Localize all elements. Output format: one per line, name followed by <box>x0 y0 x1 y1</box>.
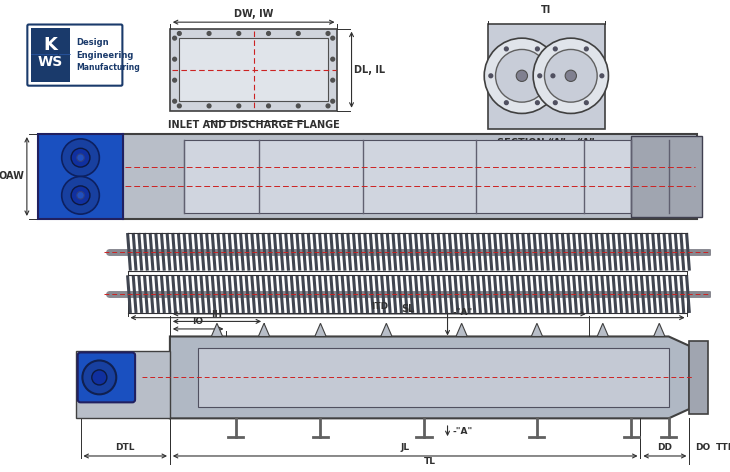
Polygon shape <box>597 323 608 337</box>
Text: TL: TL <box>423 457 436 466</box>
Text: Engineering: Engineering <box>76 51 133 59</box>
Text: DW, IW: DW, IW <box>234 9 273 19</box>
Circle shape <box>504 47 508 51</box>
Circle shape <box>489 74 493 78</box>
Circle shape <box>77 192 84 199</box>
Polygon shape <box>211 323 223 337</box>
Circle shape <box>326 32 330 35</box>
Circle shape <box>296 104 300 108</box>
Text: -"A": -"A" <box>452 427 472 436</box>
Text: INLET AND DISCHARGE FLANGE: INLET AND DISCHARGE FLANGE <box>168 120 339 130</box>
Circle shape <box>553 101 557 105</box>
Bar <box>631 136 702 217</box>
Circle shape <box>266 32 270 35</box>
Text: SECTION “A” - “A”: SECTION “A” - “A” <box>497 138 596 148</box>
Circle shape <box>553 47 557 51</box>
Circle shape <box>62 177 99 214</box>
Circle shape <box>237 104 241 108</box>
Bar <box>198 348 669 407</box>
Circle shape <box>484 38 559 113</box>
Circle shape <box>565 70 577 82</box>
Text: DO: DO <box>695 443 710 452</box>
Circle shape <box>504 101 508 105</box>
Circle shape <box>177 104 181 108</box>
Text: OAW: OAW <box>0 171 24 182</box>
Circle shape <box>173 57 177 61</box>
Text: TI: TI <box>541 5 551 15</box>
Text: DTL: DTL <box>115 443 135 452</box>
Circle shape <box>536 101 539 105</box>
Text: -"A": -"A" <box>452 307 472 317</box>
Bar <box>184 140 631 213</box>
Bar <box>123 134 697 219</box>
Circle shape <box>71 148 90 167</box>
Text: IH: IH <box>212 310 223 319</box>
Polygon shape <box>456 323 467 337</box>
Circle shape <box>585 47 588 51</box>
Circle shape <box>177 32 181 35</box>
FancyBboxPatch shape <box>27 25 123 86</box>
Circle shape <box>600 74 604 78</box>
Circle shape <box>92 370 107 385</box>
Text: DL, IL: DL, IL <box>354 65 385 75</box>
Polygon shape <box>531 323 542 337</box>
Circle shape <box>545 50 597 102</box>
Text: ITD: ITD <box>371 302 388 311</box>
Bar <box>180 38 328 101</box>
Polygon shape <box>76 351 170 418</box>
Text: TTL: TTL <box>716 443 730 452</box>
FancyBboxPatch shape <box>77 353 135 402</box>
Circle shape <box>173 36 177 40</box>
Bar <box>170 29 337 110</box>
Bar <box>38 134 123 219</box>
Circle shape <box>536 47 539 51</box>
Circle shape <box>237 32 241 35</box>
Text: Manufacturing: Manufacturing <box>76 63 139 72</box>
Circle shape <box>533 38 608 113</box>
Circle shape <box>296 32 300 35</box>
Polygon shape <box>170 337 689 418</box>
Circle shape <box>551 74 555 78</box>
Circle shape <box>331 78 334 82</box>
Circle shape <box>516 70 528 82</box>
Text: Design: Design <box>76 38 109 47</box>
Polygon shape <box>258 323 269 337</box>
Circle shape <box>62 139 99 177</box>
Circle shape <box>207 32 211 35</box>
Circle shape <box>326 104 330 108</box>
Circle shape <box>71 186 90 205</box>
Circle shape <box>496 50 548 102</box>
Circle shape <box>82 361 116 394</box>
Text: SL: SL <box>401 304 414 314</box>
Circle shape <box>331 57 334 61</box>
Circle shape <box>585 101 588 105</box>
Circle shape <box>207 104 211 108</box>
Text: JL: JL <box>401 443 410 452</box>
Circle shape <box>266 104 270 108</box>
Circle shape <box>173 99 177 103</box>
Text: IO: IO <box>193 317 204 326</box>
Text: K: K <box>44 36 58 54</box>
Bar <box>31 28 70 83</box>
Polygon shape <box>488 24 604 129</box>
Circle shape <box>331 36 334 40</box>
Polygon shape <box>653 323 665 337</box>
Circle shape <box>538 74 542 78</box>
Text: WS: WS <box>38 55 63 69</box>
Bar <box>689 341 708 413</box>
Circle shape <box>77 154 84 161</box>
Polygon shape <box>315 323 326 337</box>
Text: DD: DD <box>658 443 672 452</box>
Polygon shape <box>381 323 392 337</box>
Circle shape <box>331 99 334 103</box>
Circle shape <box>173 78 177 82</box>
